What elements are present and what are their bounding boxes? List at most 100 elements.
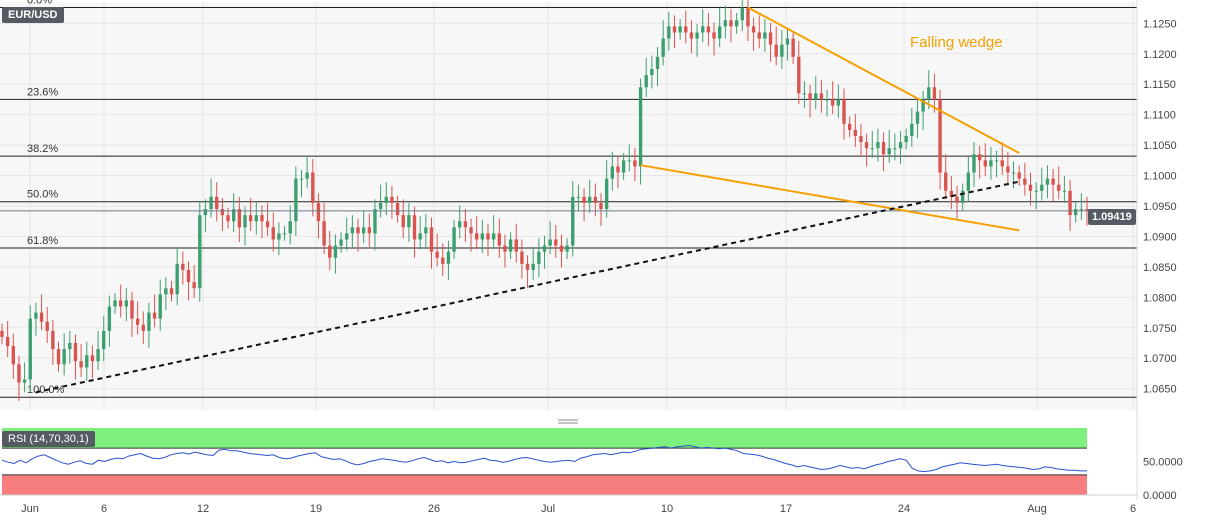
candle-body	[418, 233, 422, 240]
y-tick-label: 1.1050	[1143, 140, 1177, 152]
candle-body	[56, 349, 61, 365]
x-tick-label: 10	[661, 503, 673, 515]
candle-body	[458, 221, 462, 228]
candle-body	[181, 263, 185, 270]
candle-body	[616, 166, 620, 173]
candle-body	[531, 263, 535, 270]
candle-body	[107, 306, 112, 331]
candle-body	[11, 346, 15, 365]
candle-body	[350, 227, 355, 234]
fib-level-label: 61.8%	[27, 235, 58, 247]
candle-body	[102, 330, 106, 350]
candle-body	[452, 227, 456, 252]
candle-body	[955, 196, 959, 203]
x-tick-label: 12	[197, 503, 209, 515]
fib-level-label: 38.2%	[27, 143, 58, 155]
candle-body	[910, 123, 914, 136]
candle-body	[898, 142, 903, 149]
candle-body	[661, 38, 665, 57]
candle-body	[28, 318, 32, 380]
x-tick-label: 24	[898, 503, 910, 515]
candle-body	[169, 288, 174, 295]
candle-body	[763, 32, 767, 39]
candle-body	[85, 355, 89, 368]
y-tick-label: 1.1100	[1143, 110, 1176, 122]
candle-body	[548, 239, 552, 246]
candle-body	[96, 349, 100, 362]
candle-body	[373, 209, 377, 234]
candle-body	[294, 178, 298, 222]
y-tick-label: 1.1250	[1143, 18, 1177, 30]
candle-body	[175, 263, 179, 295]
candle-body	[819, 93, 824, 100]
candle-body	[311, 172, 315, 203]
candle-body	[1045, 178, 1050, 185]
candle-body	[593, 196, 598, 203]
symbol-badge: EUR/USD	[2, 7, 64, 23]
y-tick-label: 1.0800	[1143, 292, 1177, 304]
candle-body	[621, 160, 626, 173]
rsi-tick-label: 50.0000	[1143, 457, 1183, 469]
candle-body	[717, 26, 722, 39]
candle-body	[203, 209, 208, 216]
x-tick-label: 6	[1130, 503, 1136, 515]
falling-wedge-annotation: Falling wedge	[910, 34, 1003, 51]
candle-body	[299, 178, 304, 180]
candle-body	[525, 263, 530, 270]
candle-body	[893, 148, 897, 150]
candle-body	[441, 257, 445, 264]
candle-body	[859, 135, 863, 143]
candle-body	[949, 190, 954, 197]
candle-body	[73, 343, 78, 362]
fib-level-label: 50.0%	[27, 189, 58, 201]
candle-body	[797, 56, 801, 94]
candle-body	[215, 196, 219, 210]
candle-body	[542, 245, 547, 252]
candle-body	[734, 20, 739, 27]
candle-body	[277, 233, 281, 240]
candle-body	[424, 227, 428, 234]
candle-body	[260, 215, 264, 222]
candle-body	[1017, 172, 1021, 179]
candle-body	[746, 8, 750, 27]
candle-body	[5, 336, 10, 347]
candle-body	[842, 99, 846, 124]
rsi-label-badge: RSI (14,70,30,1)	[2, 431, 95, 447]
candle-body	[0, 330, 4, 337]
candle-body	[876, 142, 880, 149]
candle-body	[17, 364, 21, 383]
candle-body	[627, 160, 631, 162]
y-tick-label: 1.0700	[1143, 353, 1177, 365]
candle-body	[463, 221, 468, 228]
candle-body	[1057, 184, 1061, 191]
candle-body	[921, 99, 925, 112]
candle-body	[537, 251, 541, 264]
candle-body	[780, 44, 784, 57]
candle-body	[475, 233, 479, 240]
candle-body	[68, 343, 72, 350]
x-tick-label: 17	[780, 503, 792, 515]
candle-body	[870, 148, 874, 150]
candle-body	[282, 233, 287, 235]
candle-body	[395, 202, 400, 216]
candle-body	[469, 227, 473, 234]
candle-body	[644, 75, 648, 88]
candle-body	[633, 160, 637, 167]
candle-body	[944, 172, 948, 191]
candle-body	[706, 26, 711, 33]
candle-body	[774, 44, 778, 57]
candle-body	[977, 154, 982, 161]
candle-body	[599, 202, 603, 210]
candle-body	[130, 300, 134, 319]
candle-body	[904, 135, 908, 143]
candle-body	[22, 379, 27, 383]
candle-body	[305, 172, 309, 179]
candle-body	[328, 245, 332, 258]
candle-body	[994, 160, 999, 162]
candle-body	[565, 245, 569, 252]
candle-body	[1034, 190, 1038, 192]
wedge-upper-trendline	[747, 6, 1020, 154]
candle-body	[356, 227, 360, 234]
